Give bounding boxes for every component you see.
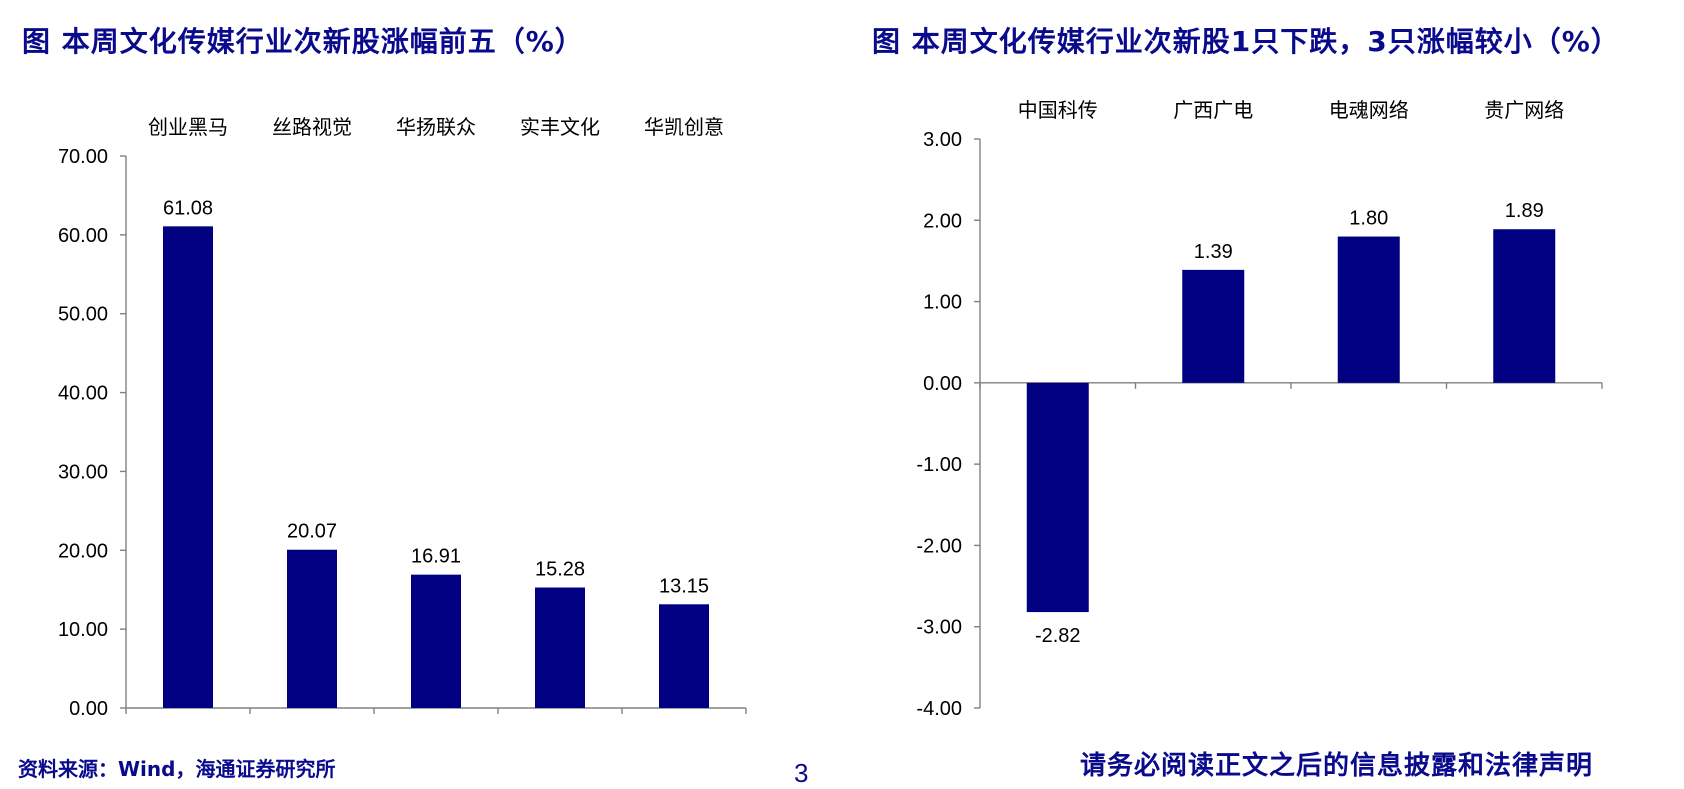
y-tick-label: 1.00: [923, 292, 962, 314]
data-label: 20.07: [287, 521, 337, 543]
y-tick-label: -2.00: [916, 535, 962, 557]
bar: [535, 587, 585, 708]
bar: [1182, 269, 1245, 383]
y-tick-label: 10.00: [58, 619, 108, 641]
source-note: 资料来源：Wind，海通证券研究所: [18, 757, 336, 781]
data-label: 61.08: [163, 197, 213, 219]
y-tick-label: 70.00: [58, 146, 108, 168]
data-label: -2.82: [1035, 625, 1081, 647]
y-tick-label: -1.00: [916, 454, 962, 476]
y-tick-label: 0.00: [923, 373, 962, 395]
data-label: 1.80: [1349, 208, 1388, 230]
page-number: 3: [794, 758, 809, 788]
y-tick-label: 2.00: [923, 210, 962, 232]
bar: [659, 604, 709, 708]
data-label: 1.39: [1194, 241, 1233, 263]
bar: [1026, 382, 1089, 613]
category-label: 贵广网络: [1484, 98, 1564, 122]
category-label: 丝路视觉: [272, 115, 352, 139]
data-label: 13.15: [659, 575, 709, 597]
data-label: 15.28: [535, 559, 585, 581]
y-tick-label: 40.00: [58, 383, 108, 405]
y-tick-label: 3.00: [923, 129, 962, 151]
category-label: 电魂网络: [1329, 98, 1409, 122]
category-label: 实丰文化: [520, 115, 600, 139]
chart-right-title: 图 本周文化传媒行业次新股1只下跌，3只涨幅较小（%）: [872, 25, 1620, 58]
y-tick-label: 20.00: [58, 540, 108, 562]
bar: [1337, 236, 1400, 383]
data-label: 16.91: [411, 546, 461, 568]
y-tick-label: -4.00: [916, 698, 962, 720]
bar: [1493, 229, 1556, 383]
y-tick-label: 50.00: [58, 304, 108, 326]
y-tick-label: 60.00: [58, 225, 108, 247]
y-tick-label: 0.00: [69, 698, 108, 720]
disclaimer-link[interactable]: 请务必阅读正文之后的信息披露和法律声明: [1080, 751, 1594, 781]
category-label: 广西广电: [1173, 98, 1253, 122]
category-label: 华扬联众: [396, 115, 476, 139]
category-label: 华凯创意: [644, 115, 724, 139]
category-label: 中国科传: [1018, 98, 1098, 122]
category-label: 创业黑马: [148, 115, 228, 139]
y-tick-label: -3.00: [916, 617, 962, 639]
data-label: 1.89: [1505, 200, 1544, 222]
bar: [287, 549, 337, 708]
y-tick-label: 30.00: [58, 461, 108, 483]
chart-left-title: 图 本周文化传媒行业次新股涨幅前五（%）: [22, 25, 584, 58]
bar: [163, 226, 213, 708]
bar: [411, 574, 461, 708]
